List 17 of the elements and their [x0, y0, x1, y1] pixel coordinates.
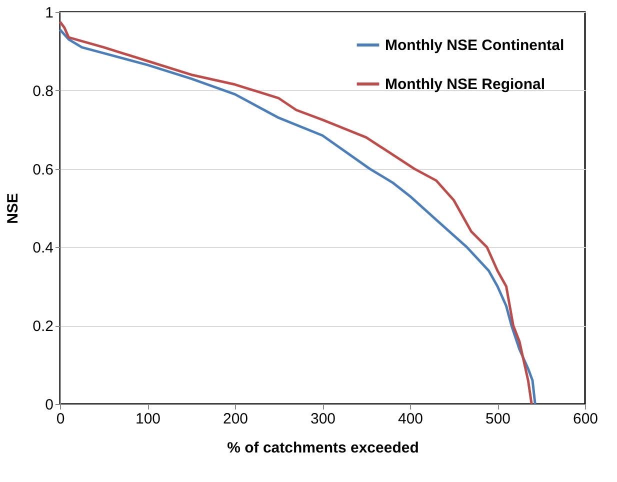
y-tick-label: 0.6 [32, 161, 54, 178]
y-axis-title: NSE [4, 193, 22, 224]
x-tick-label: 600 [572, 410, 598, 428]
y-tick-label: 0.4 [32, 240, 54, 257]
x-axis-title: % of catchments exceeded [227, 440, 419, 456]
y-tick-label: 0 [45, 396, 54, 414]
y-tick-label: 0.8 [32, 82, 54, 100]
x-tick-label: 0 [56, 410, 65, 428]
x-tick-label: 100 [135, 410, 161, 428]
legend-label: Monthly NSE Regional [385, 76, 546, 93]
x-tick-label: 300 [310, 410, 336, 428]
y-tick-label: 0.2 [32, 318, 54, 336]
x-tick-label: 500 [485, 410, 511, 428]
x-tick-label: 200 [222, 410, 248, 428]
legend-label: Monthly NSE Continental [385, 37, 564, 54]
y-tick-label: 1 [45, 4, 54, 22]
x-tick-label: 400 [398, 410, 424, 428]
